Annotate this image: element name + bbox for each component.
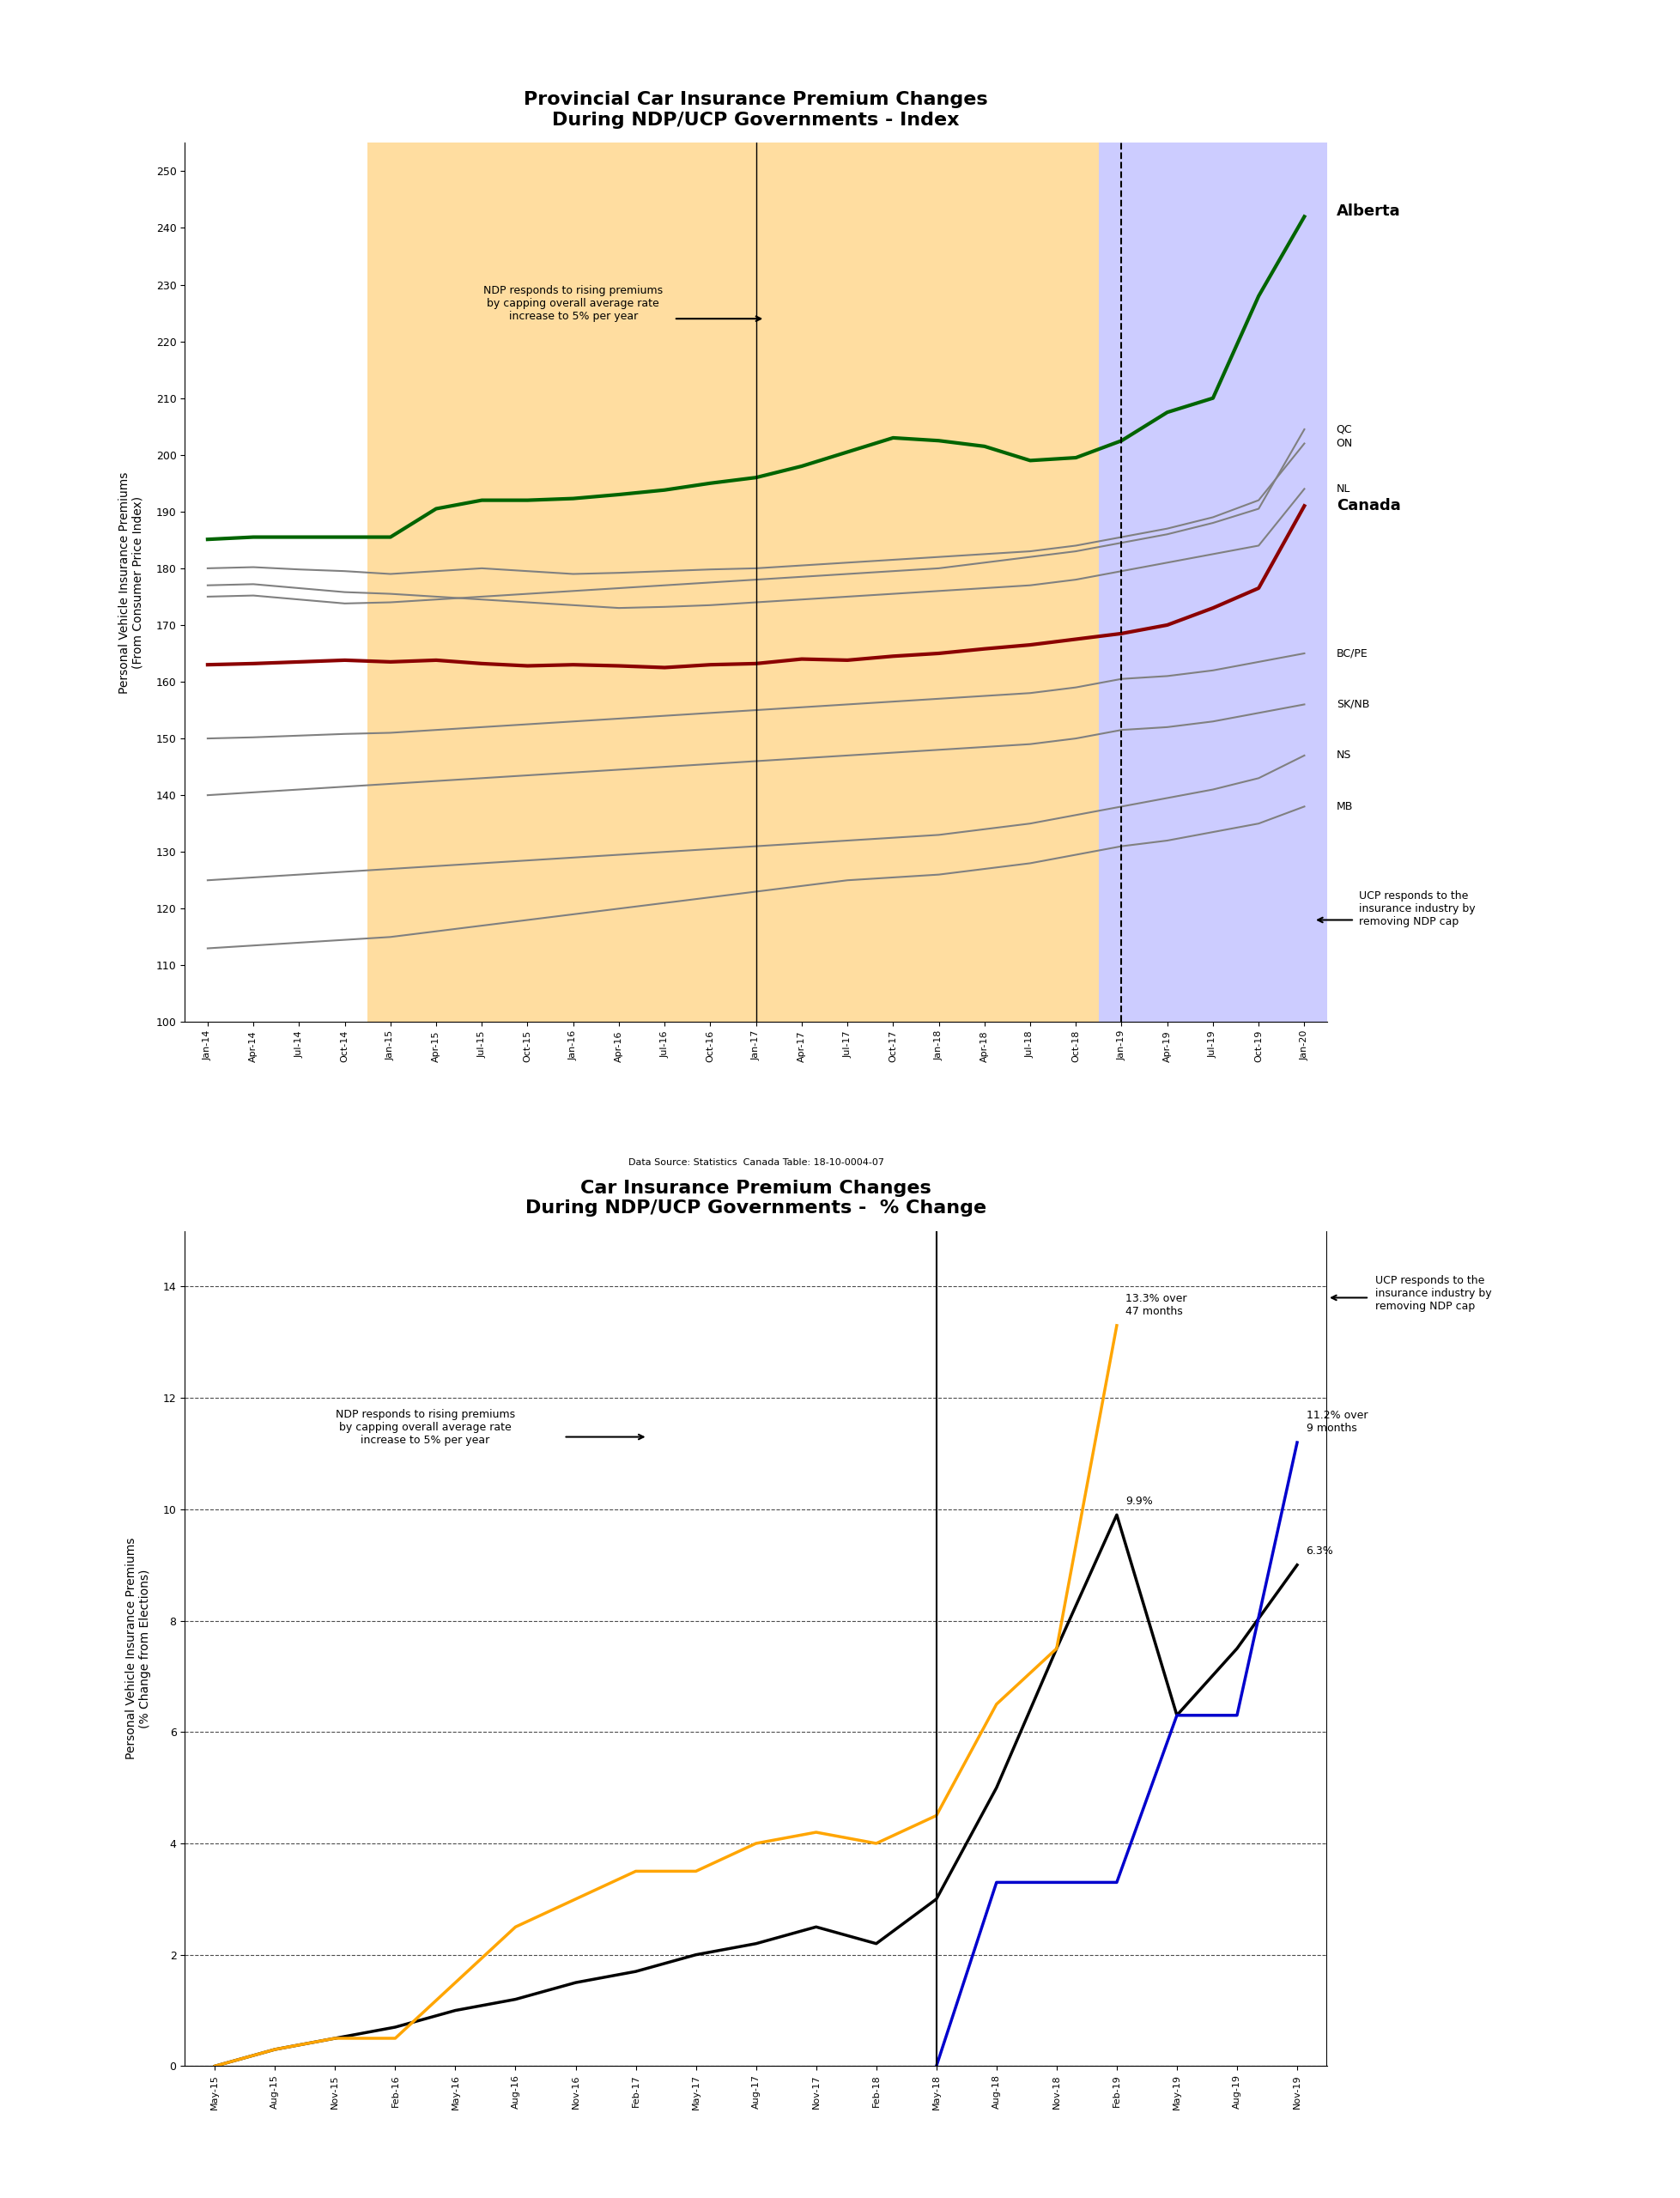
Title: Car Insurance Premium Changes
During NDP/UCP Governments -  % Change: Car Insurance Premium Changes During NDP… — [526, 1180, 986, 1215]
Text: 13.3% over
47 months: 13.3% over 47 months — [1126, 1292, 1188, 1317]
Text: NDP responds to rising premiums
by capping overall average rate
increase to 5% p: NDP responds to rising premiums by cappi… — [484, 286, 664, 321]
Text: 9.9%: 9.9% — [1126, 1495, 1152, 1506]
Text: UCP responds to the
insurance industry by
removing NDP cap: UCP responds to the insurance industry b… — [1376, 1275, 1492, 1312]
Text: NS: NS — [1336, 750, 1351, 761]
Text: Alberta: Alberta — [1336, 202, 1401, 218]
Text: SK/NB: SK/NB — [1336, 699, 1369, 710]
Text: NL: NL — [1336, 484, 1351, 495]
Text: 6.3%: 6.3% — [1305, 1545, 1334, 1556]
Text: UCP responds to the
insurance industry by
removing NDP cap: UCP responds to the insurance industry b… — [1359, 890, 1475, 928]
Y-axis label: Personal Vehicle Insurance Premiums
(% Change from Elections): Personal Vehicle Insurance Premiums (% C… — [124, 1539, 151, 1758]
Bar — [368, 143, 1099, 1022]
Text: NDP responds to rising premiums
by capping overall average rate
increase to 5% p: NDP responds to rising premiums by cappi… — [336, 1409, 516, 1446]
Text: QC: QC — [1336, 424, 1352, 435]
Y-axis label: Personal Vehicle Insurance Premiums
(From Consumer Price Index): Personal Vehicle Insurance Premiums (Fro… — [118, 473, 144, 692]
Bar — [1099, 143, 1327, 1022]
Text: 11.2% over
9 months: 11.2% over 9 months — [1305, 1411, 1368, 1433]
Text: MB: MB — [1336, 800, 1352, 811]
Text: ON: ON — [1336, 437, 1352, 448]
Text: Canada: Canada — [1336, 499, 1401, 514]
Text: Data Source: Statistics  Canada Table: 18-10-0004-07: Data Source: Statistics Canada Table: 18… — [628, 1158, 884, 1167]
Title: Provincial Car Insurance Premium Changes
During NDP/UCP Governments - Index: Provincial Car Insurance Premium Changes… — [524, 92, 988, 127]
Text: BC/PE: BC/PE — [1336, 648, 1368, 659]
